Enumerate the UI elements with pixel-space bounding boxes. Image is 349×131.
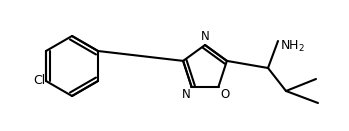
Text: Cl: Cl (33, 75, 45, 88)
Text: O: O (220, 88, 229, 101)
Text: N: N (201, 31, 209, 43)
Text: N: N (182, 88, 191, 101)
Text: NH$_2$: NH$_2$ (280, 39, 305, 54)
